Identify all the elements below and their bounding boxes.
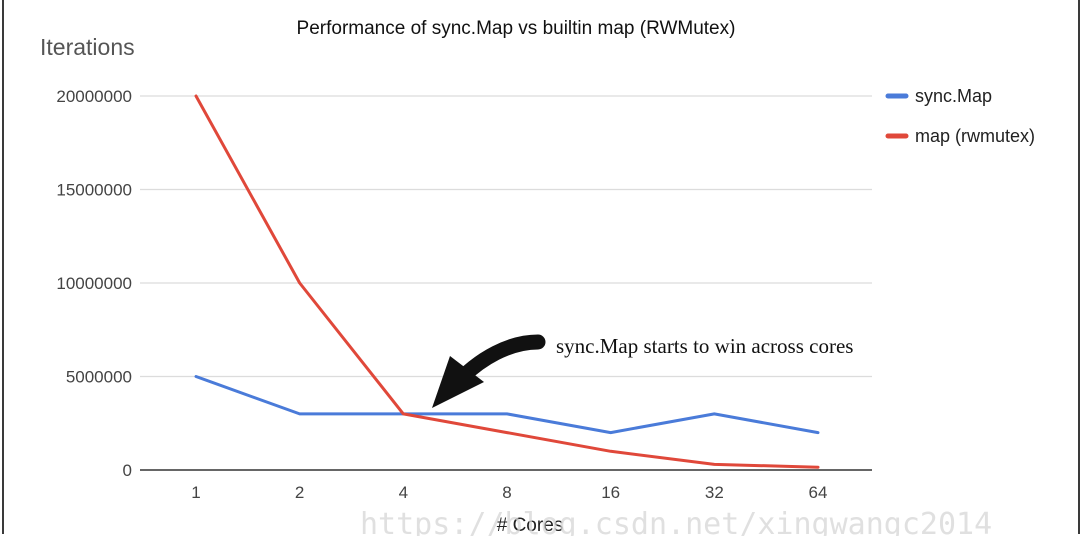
x-tick-label: 16 <box>601 483 620 502</box>
chart-title: Performance of sync.Map vs builtin map (… <box>297 18 736 39</box>
annotation-arrowhead <box>432 356 484 408</box>
annotation-text: sync.Map starts to win across cores <box>556 334 853 358</box>
gridlines <box>140 95 872 471</box>
legend-label: map (rwmutex) <box>915 126 1035 146</box>
x-axis-label: # Cores <box>497 515 564 536</box>
x-tick-label: 1 <box>191 483 200 502</box>
y-tick-label: 15000000 <box>56 181 132 200</box>
series-line-map-rwmutex <box>194 94 820 469</box>
x-tick-label: 4 <box>399 483 408 502</box>
legend: sync.Map map (rwmutex) <box>885 86 1035 146</box>
series-lines <box>194 94 820 469</box>
y-tick-label: 10000000 <box>56 274 132 293</box>
watermark: https://blog.csdn.net/xingwangc2014 <box>360 507 992 536</box>
legend-label: sync.Map <box>915 86 992 106</box>
series-line-sync-map <box>194 375 820 435</box>
x-tick-label: 2 <box>295 483 304 502</box>
y-tick-label: 5000000 <box>66 368 132 387</box>
y-tick-label: 0 <box>123 461 132 480</box>
y-tick-labels: 0 5000000 10000000 15000000 20000000 <box>56 87 132 480</box>
y-tick-label: 20000000 <box>56 87 132 106</box>
x-tick-labels: 1 2 4 8 16 32 64 <box>191 483 827 502</box>
x-tick-label: 32 <box>705 483 724 502</box>
y-axis-label: Iterations <box>40 34 135 60</box>
x-tick-label: 64 <box>809 483 828 502</box>
annotation: sync.Map starts to win across cores <box>432 334 853 408</box>
x-tick-label: 8 <box>502 483 511 502</box>
